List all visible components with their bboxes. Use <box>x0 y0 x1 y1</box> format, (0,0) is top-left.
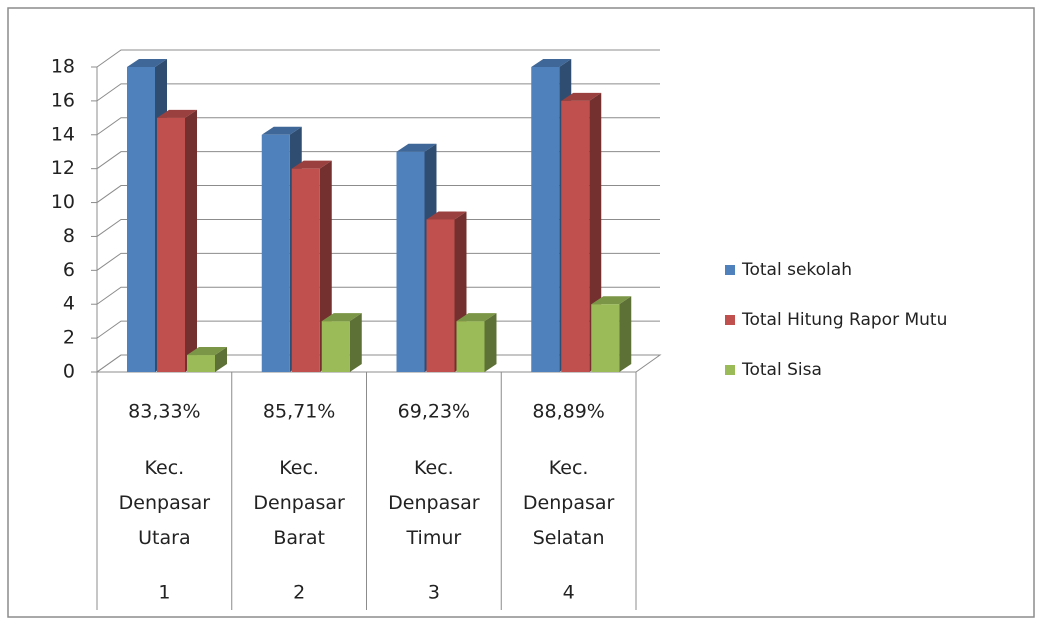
bar-top <box>127 59 167 67</box>
category-number: 4 <box>563 582 575 604</box>
grid-line <box>96 185 660 203</box>
bar <box>157 117 185 372</box>
y-tick-label: 10 <box>51 191 75 213</box>
bar-side <box>484 313 497 372</box>
bar-top <box>591 296 632 305</box>
y-tick-label: 4 <box>63 293 75 315</box>
bar <box>127 67 155 372</box>
bar <box>561 100 590 372</box>
bar-top <box>321 313 362 322</box>
category-rate: 85,71% <box>263 401 335 423</box>
bar-3d <box>187 347 227 372</box>
grid-line <box>96 252 660 271</box>
bar-3d <box>591 296 632 372</box>
bar-top <box>291 160 332 169</box>
category-rate: 83,33% <box>128 401 200 423</box>
bar <box>426 219 455 372</box>
y-tick-label: 2 <box>63 327 75 349</box>
bar-side <box>215 347 227 372</box>
x-tick-label: Kec. Denpasar Utara <box>119 457 211 549</box>
bar <box>187 355 215 372</box>
legend-swatch <box>725 315 735 325</box>
bar-3d <box>456 313 497 372</box>
x-tick-label: Kec. Denpasar Barat <box>253 457 345 549</box>
bar-side <box>185 109 197 372</box>
legend-swatch <box>725 365 735 375</box>
bar <box>531 67 560 372</box>
grid-line <box>96 151 660 170</box>
bar-top <box>426 211 467 220</box>
x-tick-label: Kec. Denpasar Timur <box>388 457 480 549</box>
bar-top <box>157 109 197 118</box>
grid-line <box>96 83 660 102</box>
bar-3d <box>561 92 602 372</box>
y-tick-label: 6 <box>63 259 75 281</box>
bar-3d <box>321 313 362 372</box>
bar-top <box>456 313 497 322</box>
category-rate: 88,89% <box>532 401 604 423</box>
bar-top <box>396 143 437 152</box>
category-rate: 69,23% <box>398 401 470 423</box>
y-tick-label: 18 <box>51 56 75 78</box>
bar <box>321 321 350 372</box>
legend-label: Total Sisa <box>741 360 822 380</box>
legend-swatch <box>725 265 735 275</box>
bar <box>456 321 485 372</box>
bar <box>291 168 320 372</box>
bar-top <box>531 59 572 67</box>
bar <box>591 304 620 372</box>
bar <box>396 151 425 372</box>
bar-side <box>349 313 362 372</box>
y-tick-label: 14 <box>51 123 75 145</box>
bar-top <box>187 347 227 356</box>
category-number: 2 <box>293 582 305 604</box>
bar-3d <box>157 109 197 372</box>
category-number: 3 <box>428 582 440 604</box>
grid-line <box>96 49 660 68</box>
grid-line <box>96 286 660 305</box>
legend-label: Total Hitung Rapor Mutu <box>741 310 947 330</box>
x-tick-label: Kec. Denpasar Selatan <box>523 457 615 549</box>
bar-side <box>619 296 632 372</box>
grid-line <box>96 117 660 136</box>
legend-label: Total sekolah <box>741 260 852 280</box>
y-tick-label: 0 <box>63 361 75 383</box>
grid-line <box>96 218 660 237</box>
y-tick-label: 12 <box>51 157 75 179</box>
y-tick-label: 8 <box>63 225 75 247</box>
bar <box>261 134 290 372</box>
y-tick-label: 16 <box>51 89 75 111</box>
category-number: 1 <box>158 582 170 604</box>
bar-top <box>261 126 302 135</box>
bar-top <box>561 92 602 101</box>
